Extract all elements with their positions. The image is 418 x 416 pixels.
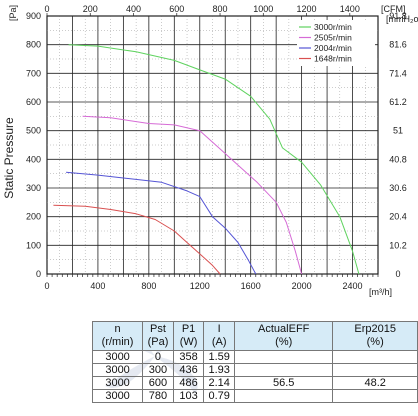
table-cell: 56.5 <box>234 376 334 390</box>
x-top-tick-label: 1400 <box>340 4 360 14</box>
table-cell: 3000 <box>91 363 144 377</box>
x-top-tick-label: 400 <box>126 4 141 14</box>
performance-chart: 0 400 800 1200 1600 2000 240001002003004005006… <box>2 4 418 297</box>
x-top-tick-label: 600 <box>169 4 184 14</box>
table-cell: 1.93 <box>203 363 236 377</box>
table-cell: 600 <box>142 376 174 390</box>
legend-label: 2505r/min <box>314 33 352 43</box>
y-tick-label: 300 <box>26 183 41 193</box>
x-top-tick-label: 1200 <box>297 4 317 14</box>
table-cell: 3000 <box>91 389 144 403</box>
header-current: I (A) <box>203 321 236 351</box>
x-tick-label: 1600 <box>241 281 261 291</box>
table-cell <box>234 389 334 403</box>
y-tick-label: 200 <box>26 212 41 222</box>
table-row: 3000 300 436 1.93 <box>91 363 418 377</box>
x-tick-label: 2000 <box>292 281 312 291</box>
table-cell: 103 <box>172 389 205 403</box>
table-cell: 48.2 <box>332 376 418 390</box>
bottom-unit-label: [m³/h] <box>369 287 392 297</box>
y-axis-label: Static Pressure <box>2 117 16 199</box>
y-right-tick-label: 51 <box>393 126 403 136</box>
x-tick-label: 800 <box>141 281 156 291</box>
top-unit-label: [CFM] <box>381 4 406 14</box>
table-cell: 358 <box>172 350 205 364</box>
y-right-tick-label: 20.4 <box>389 212 407 222</box>
table-cell: 436 <box>172 363 205 377</box>
series-line-3000rmin <box>68 44 360 275</box>
y-right-tick-label: 30.6 <box>389 183 407 193</box>
left-unit-label: [Pa] <box>8 5 18 21</box>
table-cell: 780 <box>142 389 174 403</box>
legend-label: 3000r/min <box>314 22 352 32</box>
x-top-tick-label: 1000 <box>253 4 273 14</box>
y-tick-label: 800 <box>26 40 41 50</box>
y-right-tick-label: 91.8 <box>389 11 407 21</box>
table-cell <box>234 350 334 364</box>
table-row: 3000 780 103 0.79 <box>91 389 418 403</box>
y-right-tick-label: 71.4 <box>389 68 407 78</box>
table-cell <box>332 389 418 403</box>
header-erp2015: Erp2015 (%) <box>332 321 418 351</box>
series-layer <box>53 44 360 275</box>
table-cell <box>234 363 334 377</box>
y-tick-label: 400 <box>26 154 41 164</box>
performance-table: n (r/min) Pst (Pa) P1 (W) I (A) ActualEFF (%)… <box>91 321 418 403</box>
y-right-tick-label: 10.2 <box>389 240 407 250</box>
series-line-1648rmin <box>53 204 221 275</box>
table-cell <box>332 363 418 377</box>
table-cell: 486 <box>172 376 205 390</box>
series-line-2505rmin <box>82 115 303 275</box>
x-tick-label: 2400 <box>343 281 363 291</box>
legend-label: 1648r/min <box>314 54 352 64</box>
header-power: P1 (W) <box>172 321 205 351</box>
y-tick-label: 600 <box>26 97 41 107</box>
y-tick-label: 100 <box>26 240 41 250</box>
y-tick-label: 900 <box>26 11 41 21</box>
table-row: 3000 600 486 2.14 56.5 48.2 <box>91 376 418 390</box>
table-cell: 3000 <box>91 350 144 364</box>
table-cell: 300 <box>142 363 174 377</box>
series-line-2004rmin <box>66 171 257 275</box>
axes: 0 400 800 1200 1600 2000 240001002003004005006… <box>26 4 407 291</box>
x-tick-label: 400 <box>90 281 105 291</box>
right-unit-label: [mmH₂o] <box>386 14 418 24</box>
header-pressure: Pst (Pa) <box>142 321 174 351</box>
y-right-tick-label: 61.2 <box>389 97 407 107</box>
y-tick-label: 500 <box>26 126 41 136</box>
y-tick-label: 700 <box>26 68 41 78</box>
table-row: 3000 0 358 1.59 <box>91 350 418 364</box>
table-cell: 2.14 <box>203 376 236 390</box>
table-cell: 0 <box>142 350 174 364</box>
table-cell: 1.59 <box>203 350 236 364</box>
x-top-tick-label: 800 <box>213 4 228 14</box>
x-tick-label: 1200 <box>190 281 210 291</box>
x-top-tick-label: 0 <box>44 4 49 14</box>
x-top-tick-label: 200 <box>83 4 98 14</box>
table-cell: 0.79 <box>203 389 236 403</box>
y-tick-label: 0 <box>36 269 41 279</box>
x-tick-label: 0 <box>44 281 49 291</box>
y-right-tick-label: 0 <box>395 269 400 279</box>
header-speed: n (r/min) <box>91 321 144 351</box>
table-header-row: n (r/min) Pst (Pa) P1 (W) I (A) ActualEFF (%)… <box>91 321 418 351</box>
table-cell: 3000 <box>91 376 144 390</box>
y-right-tick-label: 40.8 <box>389 154 407 164</box>
table-cell <box>332 350 418 364</box>
header-actual-eff: ActualEFF (%) <box>234 321 334 351</box>
legend-label: 2004r/min <box>314 43 352 53</box>
y-right-tick-label: 81.6 <box>389 40 407 50</box>
